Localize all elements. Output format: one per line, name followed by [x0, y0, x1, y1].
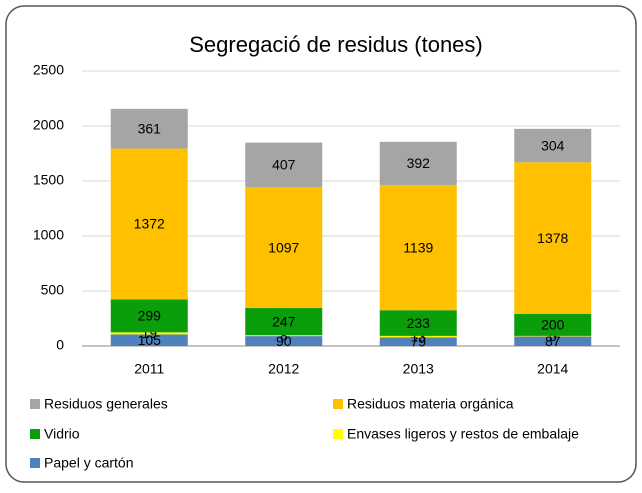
x-tick-label: 2012 [268, 361, 299, 377]
data-label: 361 [138, 120, 162, 136]
data-label: 407 [272, 157, 296, 173]
bar-segment [245, 308, 323, 336]
bar-segment [245, 336, 323, 346]
legend-label: Papel y cartón [44, 455, 134, 471]
bar-segment [110, 148, 188, 300]
bar-segment [110, 334, 188, 346]
bar-segment [379, 141, 457, 185]
data-label: 90 [276, 333, 292, 349]
data-label: 247 [272, 313, 296, 329]
legend-swatch [30, 458, 40, 468]
data-label: 200 [541, 317, 565, 333]
legend-label: Envases ligeros y restos de embalaje [347, 426, 579, 442]
legend-label: Vidrio [44, 426, 80, 442]
bar-segment [379, 335, 457, 338]
x-tick-label: 2011 [134, 361, 164, 377]
bar-segment [514, 162, 592, 314]
data-label: 1372 [134, 216, 165, 232]
bar-segment [514, 336, 592, 346]
legend-swatch [333, 429, 343, 439]
bar-segment [245, 187, 323, 309]
bar-segment [110, 299, 188, 333]
bar-segment [379, 310, 457, 336]
bar-segment [245, 335, 323, 337]
data-label: 1097 [268, 239, 299, 255]
data-label: 1139 [403, 239, 433, 255]
bar-segment [514, 128, 592, 163]
bar-segment [110, 332, 188, 335]
bar-segment [379, 184, 457, 311]
bar-segment [514, 335, 592, 337]
y-tick-label: 0 [56, 337, 64, 353]
bar-segment [245, 142, 323, 188]
legend-swatch [30, 429, 40, 439]
legend-swatch [30, 399, 40, 409]
data-label: 392 [407, 155, 431, 171]
x-tick-label: 2013 [403, 361, 434, 377]
legend-label: Residuos materia orgánica [347, 396, 514, 412]
chart-title: Segregació de residus (tones) [189, 32, 483, 57]
legend-label: Residuos generales [44, 396, 168, 412]
x-tick-label: 2014 [537, 361, 568, 377]
y-tick-label: 2500 [33, 62, 64, 78]
data-label: 8 [280, 327, 288, 343]
bar-segment [514, 313, 592, 336]
legend-swatch [333, 399, 343, 409]
data-label: 304 [541, 137, 565, 153]
data-label: 233 [407, 315, 431, 331]
data-label: 1378 [537, 230, 568, 246]
bar-segment [379, 337, 457, 346]
bar-segment [110, 108, 188, 149]
y-tick-label: 1000 [33, 227, 64, 243]
data-label: 87 [545, 333, 561, 349]
data-label: 299 [138, 308, 162, 324]
data-label: 79 [410, 333, 426, 349]
y-tick-label: 500 [41, 282, 65, 298]
y-tick-label: 1500 [33, 172, 64, 188]
data-label: 105 [138, 332, 162, 348]
y-tick-label: 2000 [33, 117, 64, 133]
